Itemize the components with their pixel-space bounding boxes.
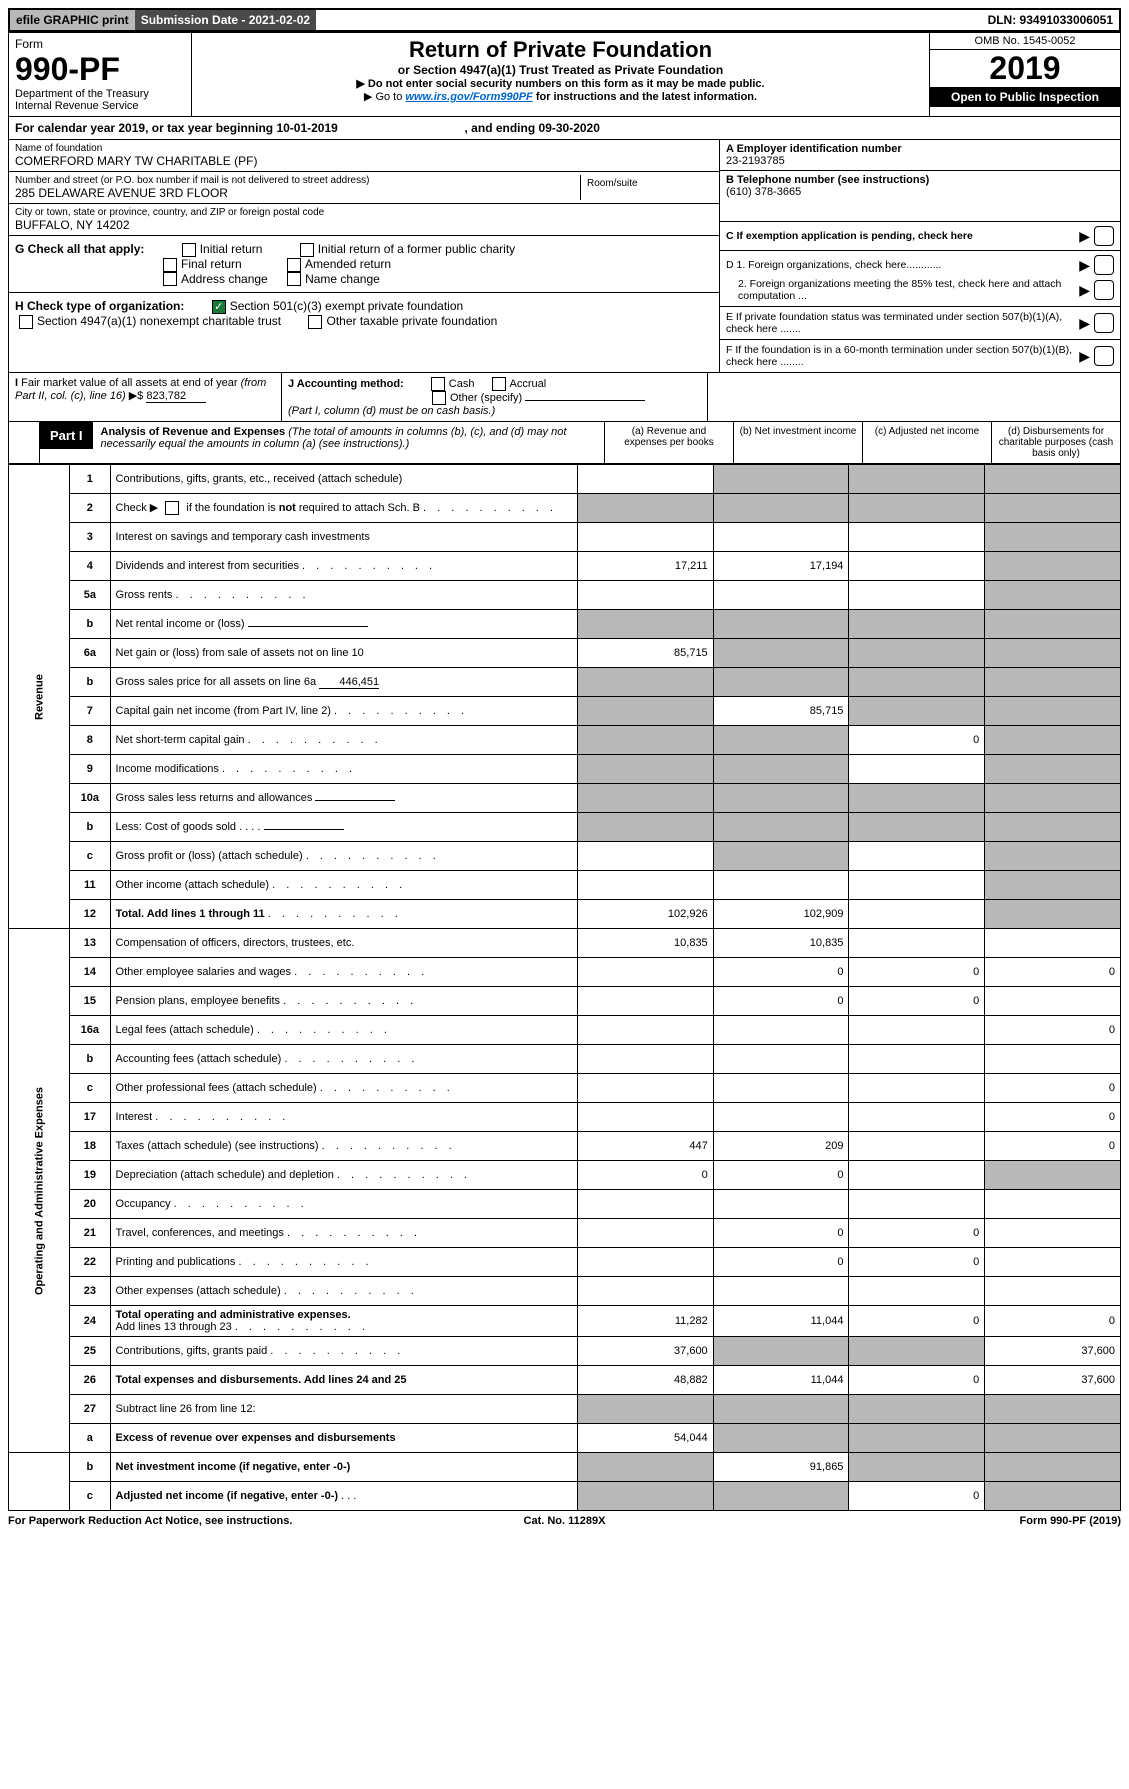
arrow-icon: ▶ [1079, 282, 1090, 299]
arrow-icon: ▶ [1079, 257, 1090, 274]
d2-text: 2. Foreign organizations meeting the 85%… [726, 278, 1079, 302]
form-subtitle: or Section 4947(a)(1) Trust Treated as P… [196, 63, 925, 77]
line-num: 1 [70, 465, 110, 494]
revenue-label: Revenue [9, 465, 70, 929]
city-label: City or town, state or province, country… [15, 207, 713, 218]
d2-checkbox[interactable] [1094, 280, 1114, 300]
f-checkbox[interactable] [1094, 346, 1114, 366]
other-method-checkbox[interactable] [432, 391, 446, 405]
form-title: Return of Private Foundation [196, 37, 925, 63]
fmv-note: (Part I, column (d) must be on cash basi… [288, 405, 495, 417]
addr-label: Number and street (or P.O. box number if… [15, 175, 580, 186]
city-state-zip: BUFFALO, NY 14202 [15, 218, 713, 232]
part1-header: Part I Analysis of Revenue and Expenses … [8, 422, 1121, 464]
calendar-year: For calendar year 2019, or tax year begi… [8, 117, 1121, 140]
name-label: Name of foundation [15, 143, 713, 154]
e-checkbox[interactable] [1094, 313, 1114, 333]
part1-title: Analysis of Revenue and Expenses [101, 426, 286, 438]
f-text: F If the foundation is in a 60-month ter… [726, 344, 1079, 368]
col-a-head: (a) Revenue and expenses per books [604, 422, 733, 463]
4947-checkbox[interactable] [19, 315, 33, 329]
main-table: Revenue 1Contributions, gifts, grants, e… [8, 464, 1121, 1511]
form-header: Form 990-PF Department of the Treasury I… [8, 32, 1121, 117]
part1-label: Part I [40, 422, 93, 449]
name-change-checkbox[interactable] [287, 272, 301, 286]
room-suite: Room/suite [580, 175, 713, 200]
arrow-icon: ▶ [1079, 348, 1090, 365]
form-label: Form [15, 37, 185, 51]
arrow-icon: ▶ [1079, 228, 1090, 245]
501c3-checkbox[interactable] [212, 300, 226, 314]
fmv-value: 823,782 [146, 390, 206, 403]
omb-number: OMB No. 1545-0052 [930, 33, 1120, 50]
col-d-head: (d) Disbursements for charitable purpose… [991, 422, 1120, 463]
j-label: J Accounting method: [288, 378, 404, 390]
submission-date[interactable]: Submission Date - 2021-02-02 [135, 10, 316, 30]
initial-former-checkbox[interactable] [300, 243, 314, 257]
irs-link[interactable]: www.irs.gov/Form990PF [405, 91, 532, 103]
g-section: G Check all that apply: Initial return I… [9, 236, 719, 293]
irs: Internal Revenue Service [15, 100, 185, 112]
e-text: E If private foundation status was termi… [726, 311, 1079, 335]
street-address: 285 DELAWARE AVENUE 3RD FLOOR [15, 186, 580, 200]
top-bar: efile GRAPHIC print Submission Date - 20… [8, 8, 1121, 32]
col-b-head: (b) Net investment income [733, 422, 862, 463]
d1-checkbox[interactable] [1094, 255, 1114, 275]
tax-year: 2019 [930, 50, 1120, 87]
c-checkbox[interactable] [1094, 226, 1114, 246]
accrual-checkbox[interactable] [492, 377, 506, 391]
dept: Department of the Treasury [15, 88, 185, 100]
instr-2: ▶ Go to www.irs.gov/Form990PF for instru… [196, 90, 925, 103]
row-desc: Contributions, gifts, grants, etc., rece… [110, 465, 577, 494]
ein-label: A Employer identification number [726, 143, 1114, 155]
d1-text: D 1. Foreign organizations, check here..… [726, 259, 1079, 271]
efile-label[interactable]: efile GRAPHIC print [10, 10, 135, 30]
arrow-icon: ▶ [1079, 315, 1090, 332]
h-section: H Check type of organization: Section 50… [9, 293, 719, 335]
addr-change-checkbox[interactable] [163, 272, 177, 286]
fmv-row: I Fair market value of all assets at end… [8, 373, 1121, 422]
phone: (610) 378-3665 [726, 186, 1114, 198]
foundation-name: COMERFORD MARY TW CHARITABLE (PF) [15, 154, 713, 168]
final-return-checkbox[interactable] [163, 258, 177, 272]
dln: DLN: 93491033006051 [982, 10, 1119, 30]
open-public: Open to Public Inspection [930, 87, 1120, 107]
sch-b-checkbox[interactable] [165, 501, 179, 515]
i-label: I Fair market value of all assets at end… [15, 377, 266, 402]
paperwork-notice: For Paperwork Reduction Act Notice, see … [8, 1515, 379, 1527]
amended-return-checkbox[interactable] [287, 258, 301, 272]
initial-return-checkbox[interactable] [182, 243, 196, 257]
info-block: Name of foundation COMERFORD MARY TW CHA… [8, 140, 1121, 373]
col-c-head: (c) Adjusted net income [862, 422, 991, 463]
other-taxable-checkbox[interactable] [308, 315, 322, 329]
cash-checkbox[interactable] [431, 377, 445, 391]
phone-label: B Telephone number (see instructions) [726, 174, 1114, 186]
c-text: C If exemption application is pending, c… [726, 230, 1079, 242]
expenses-label: Operating and Administrative Expenses [9, 929, 70, 1453]
form-number: 990-PF [15, 51, 185, 88]
page-footer: For Paperwork Reduction Act Notice, see … [8, 1511, 1121, 1531]
cat-number: Cat. No. 11289X [379, 1515, 750, 1527]
ein: 23-2193785 [726, 155, 1114, 167]
instr-1: ▶ Do not enter social security numbers o… [196, 77, 925, 90]
